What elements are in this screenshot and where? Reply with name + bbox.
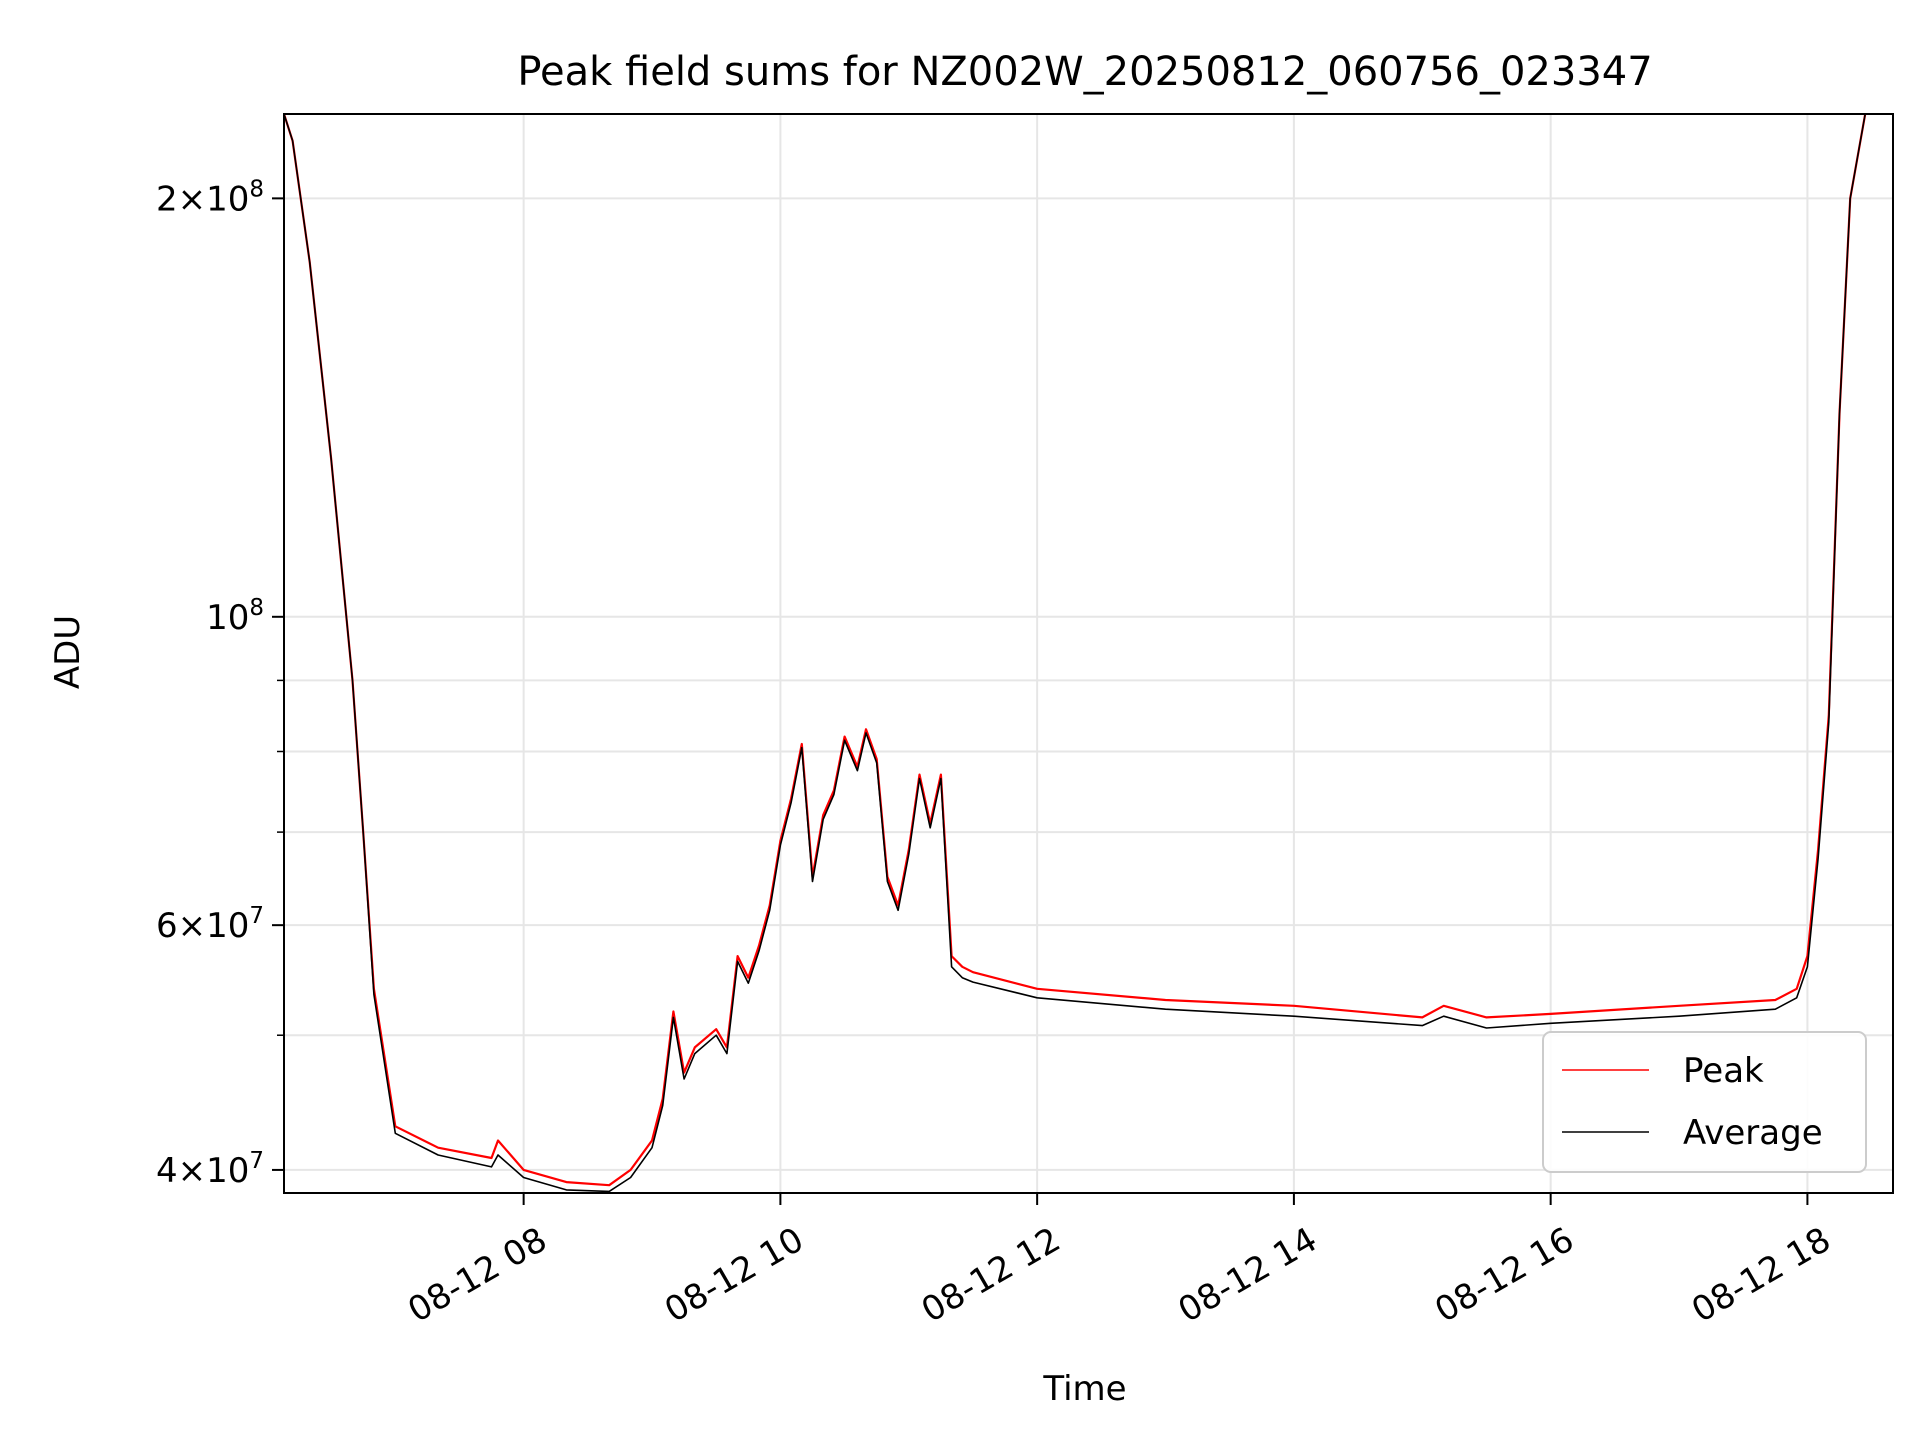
- grid: [284, 114, 1893, 1193]
- chart-title: Peak field sums for NZ002W_20250812_0607…: [517, 49, 1652, 95]
- y-tick-label: 6×107: [156, 903, 264, 946]
- series-layer: [284, 114, 1867, 1193]
- x-axis-label: Time: [1042, 1369, 1126, 1409]
- legend-average-label: Average: [1683, 1113, 1823, 1153]
- legend-peak-label: Peak: [1683, 1051, 1764, 1091]
- series-line-average: [284, 114, 1866, 1193]
- y-tick-label: 2×108: [156, 176, 264, 219]
- plot-frame: [283, 113, 1894, 1194]
- y-tick-label: 4×107: [156, 1148, 264, 1191]
- y-axis-label: ADU: [48, 615, 88, 689]
- series-line-peak: [284, 114, 1867, 1187]
- legend-box: [1542, 1031, 1867, 1173]
- legend: Peak Average: [1542, 1031, 1867, 1173]
